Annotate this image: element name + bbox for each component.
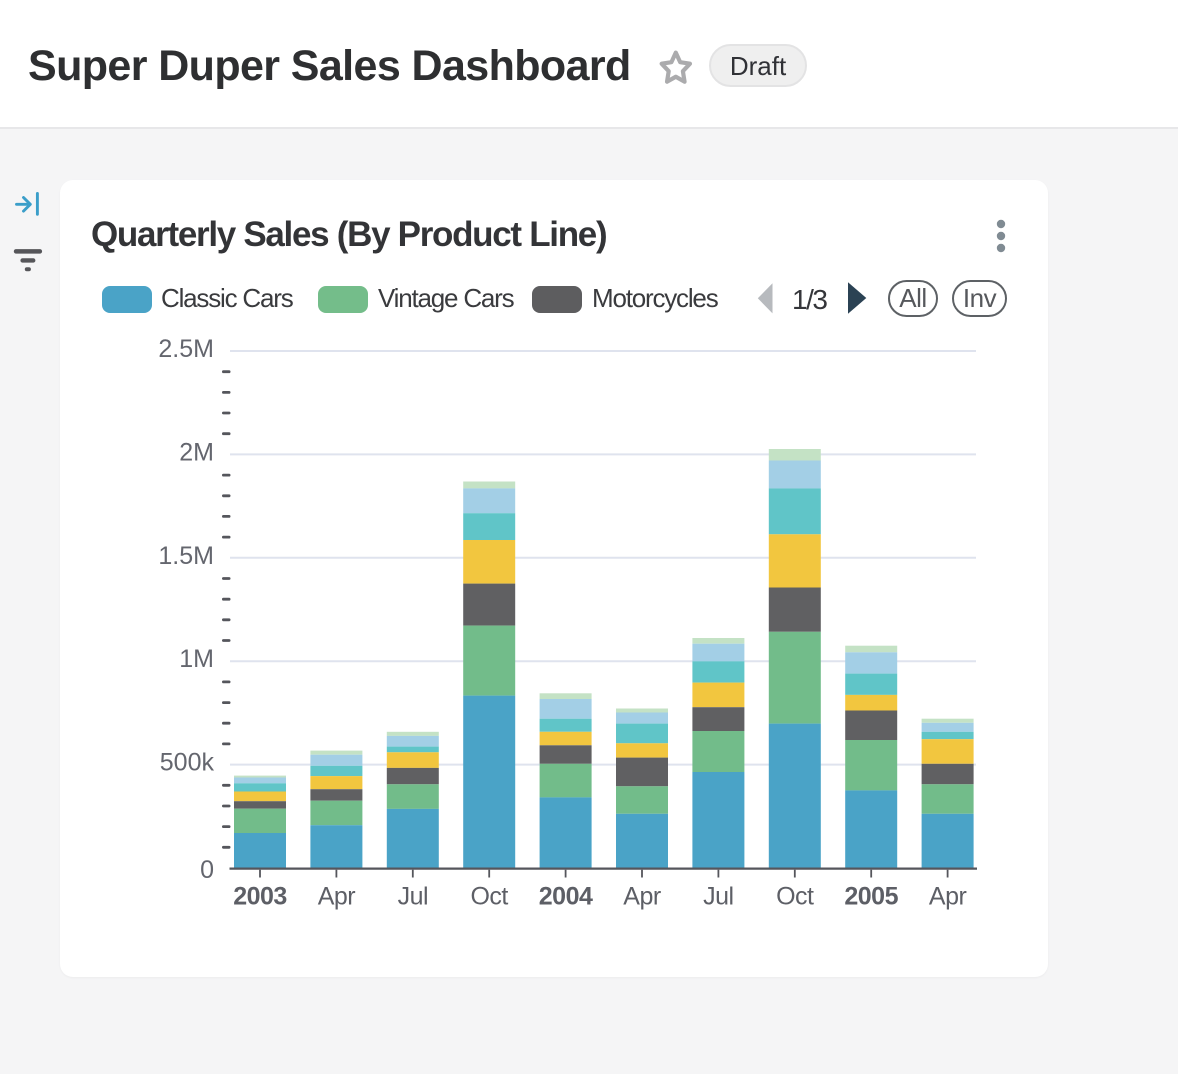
svg-text:1M: 1M: [179, 645, 214, 673]
svg-text:Jul: Jul: [703, 883, 733, 911]
svg-text:Apr: Apr: [623, 883, 661, 911]
svg-text:Apr: Apr: [318, 883, 356, 911]
svg-text:2005: 2005: [844, 883, 898, 911]
svg-text:1.5M: 1.5M: [158, 542, 214, 570]
svg-text:500k: 500k: [160, 749, 215, 777]
svg-text:2M: 2M: [179, 438, 214, 466]
svg-text:Jul: Jul: [398, 883, 428, 911]
svg-text:Oct: Oct: [470, 883, 508, 911]
svg-text:2003: 2003: [233, 883, 287, 911]
svg-text:Apr: Apr: [929, 883, 967, 911]
svg-text:0: 0: [200, 856, 214, 884]
svg-text:Oct: Oct: [776, 883, 814, 911]
svg-text:2004: 2004: [539, 883, 593, 911]
svg-text:2.5M: 2.5M: [158, 335, 214, 363]
